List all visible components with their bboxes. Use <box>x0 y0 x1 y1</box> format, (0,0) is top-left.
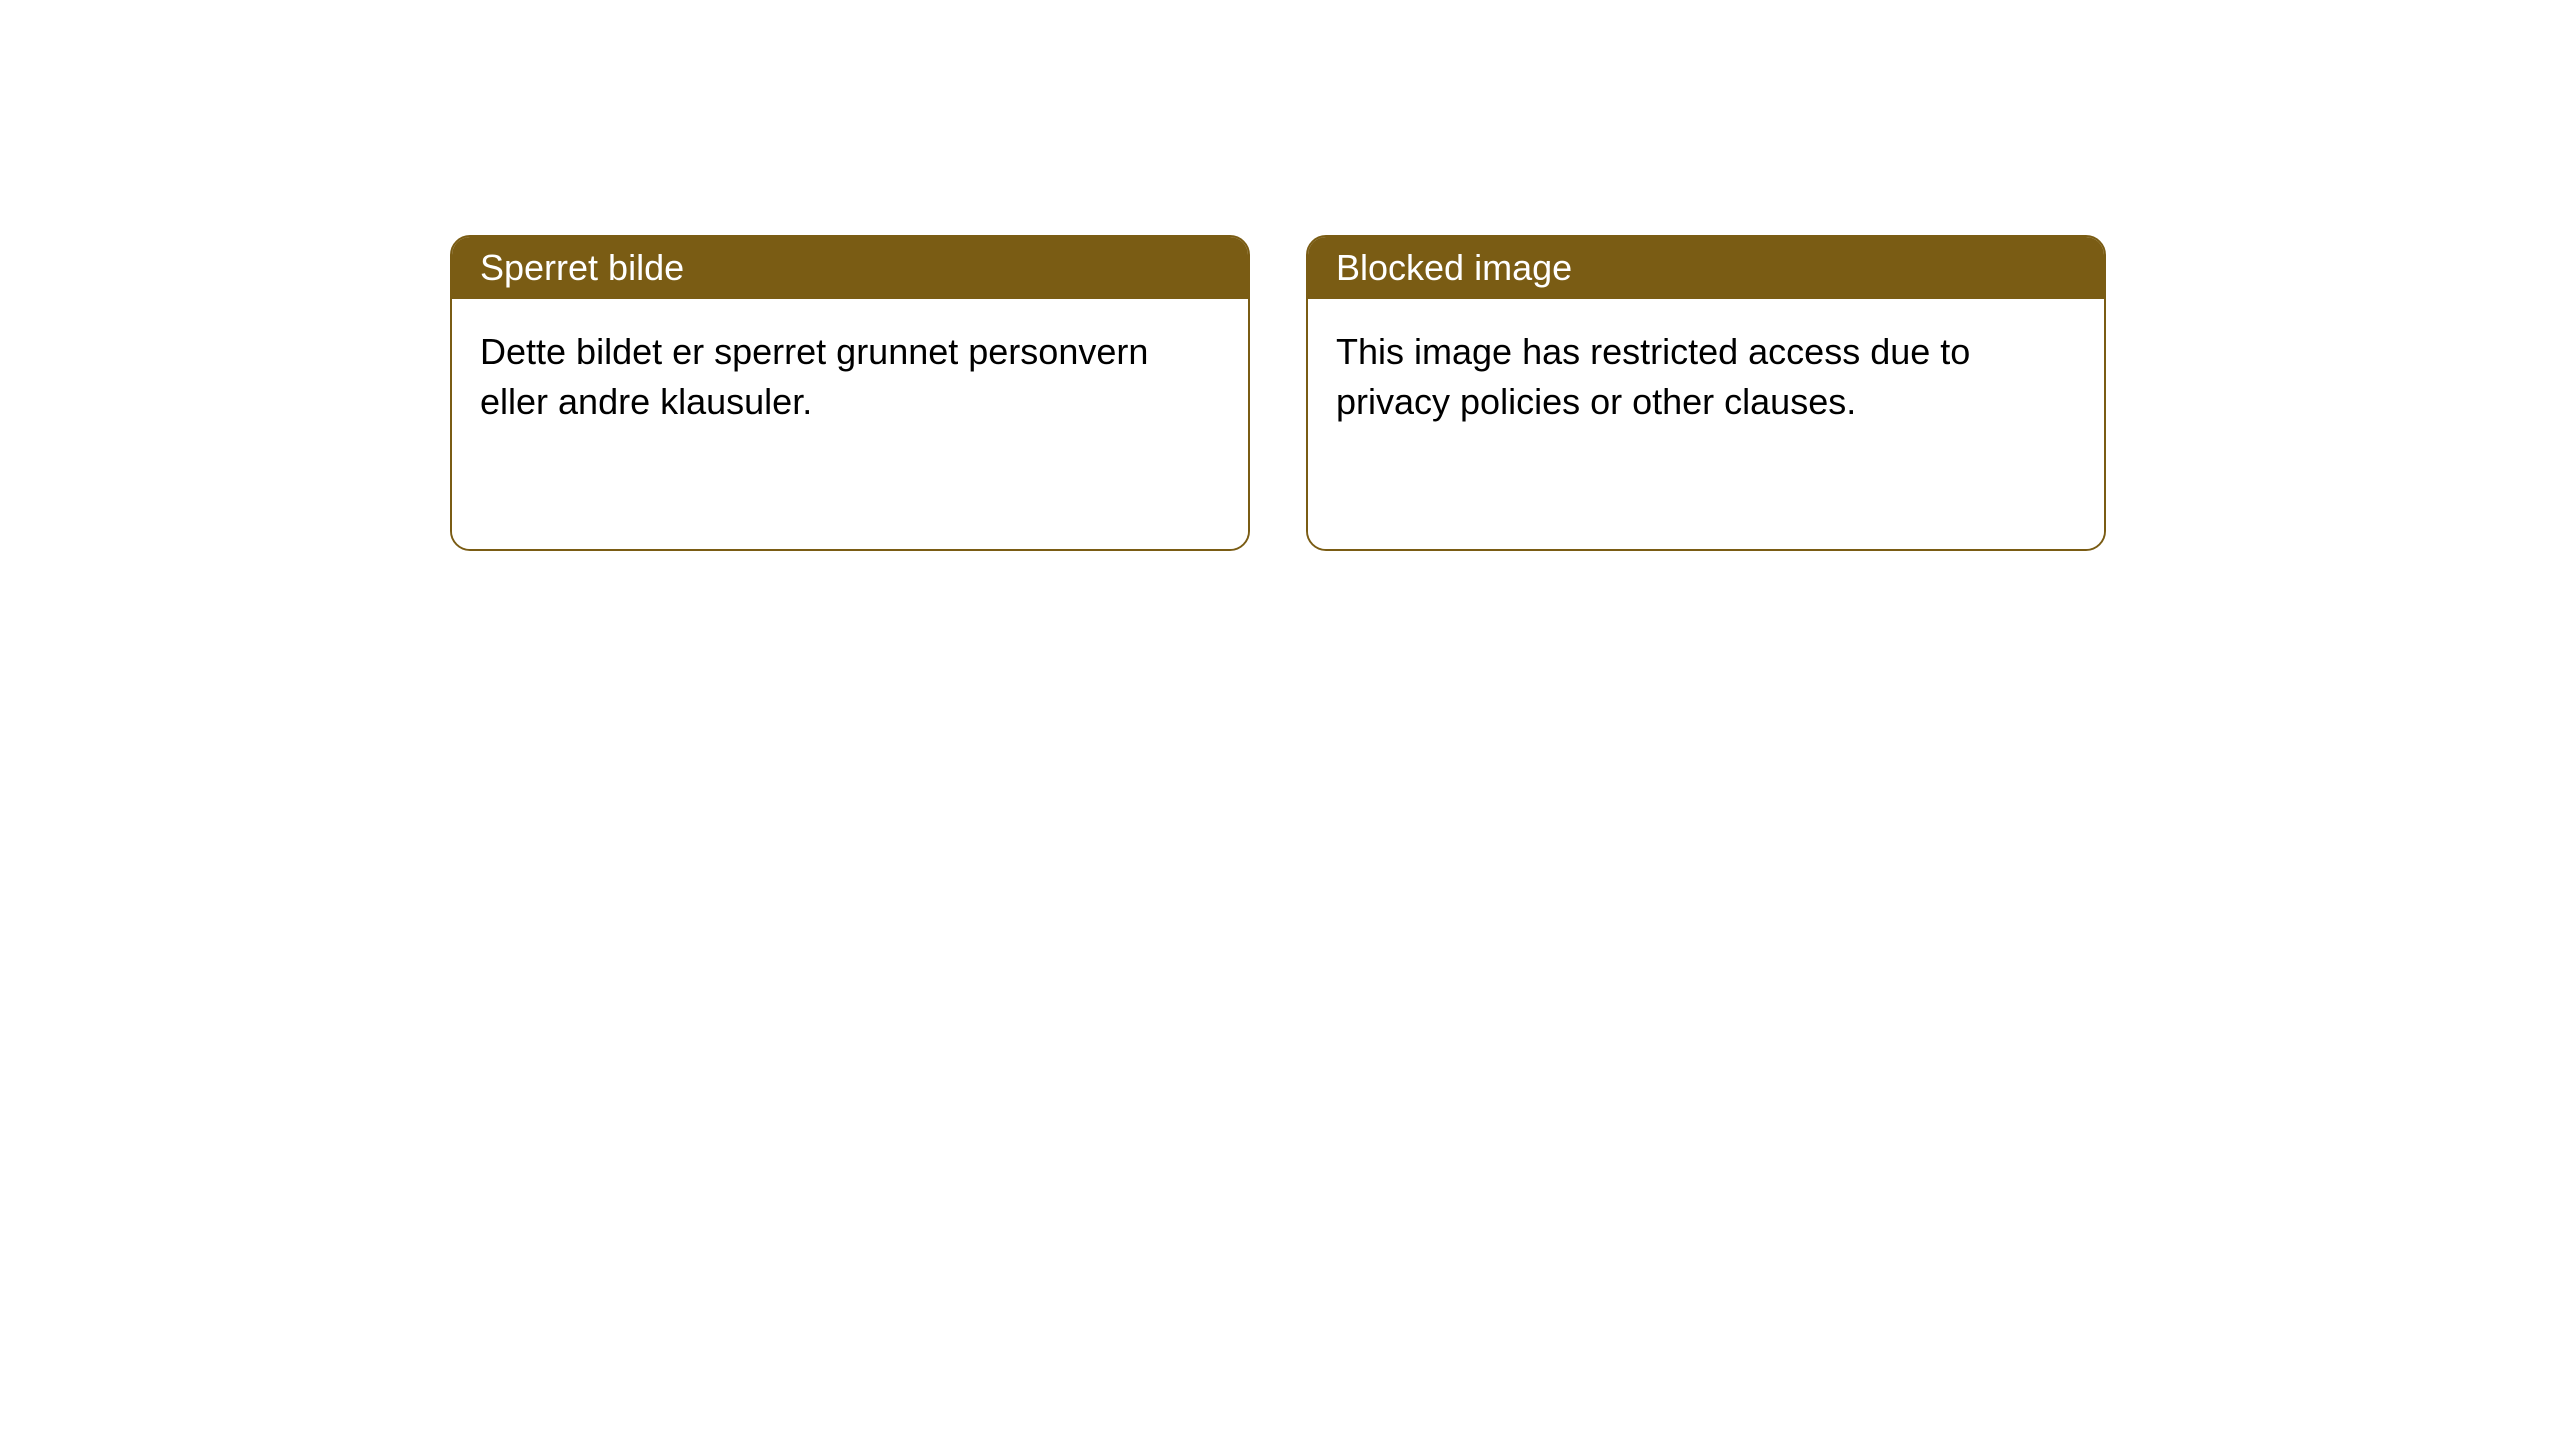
blocked-image-notices: Sperret bilde Dette bildet er sperret gr… <box>450 235 2560 551</box>
notice-body-norwegian: Dette bildet er sperret grunnet personve… <box>452 299 1248 549</box>
notice-card-english: Blocked image This image has restricted … <box>1306 235 2106 551</box>
notice-title-english: Blocked image <box>1308 237 2104 299</box>
notice-card-norwegian: Sperret bilde Dette bildet er sperret gr… <box>450 235 1250 551</box>
notice-body-english: This image has restricted access due to … <box>1308 299 2104 549</box>
notice-title-norwegian: Sperret bilde <box>452 237 1248 299</box>
